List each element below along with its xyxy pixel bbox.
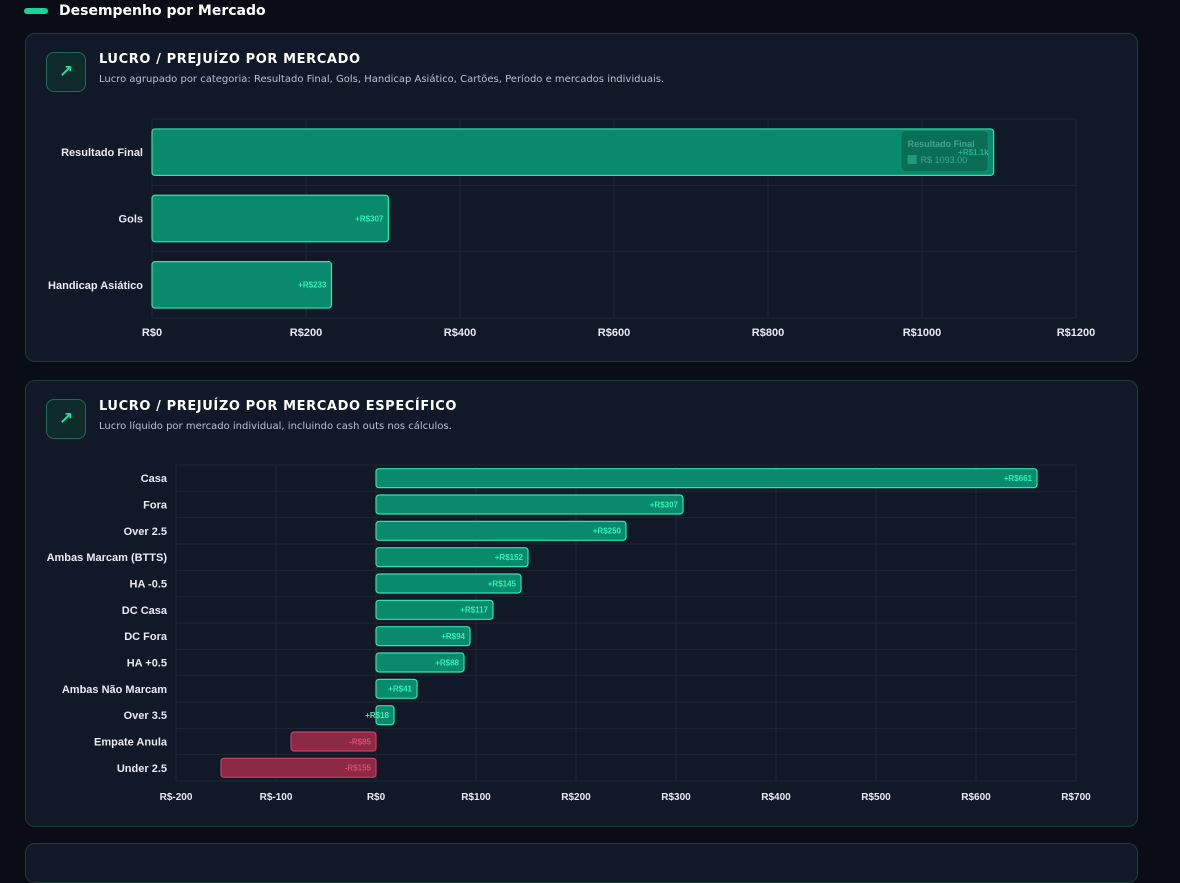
data-label: +R$233	[298, 281, 327, 290]
category-label: Handicap Asiático	[48, 280, 143, 292]
next-card-partial	[25, 843, 1138, 883]
bar-fora	[375, 494, 684, 515]
specific-market-profit-card: ↗ LUCRO / PREJUÍZO POR MERCADO ESPECÍFIC…	[25, 380, 1138, 827]
section-header: Desempenho por Mercado	[24, 0, 266, 22]
data-label: +R$307	[355, 214, 384, 223]
card-title: LUCRO / PREJUÍZO POR MERCADO ESPECÍFICO	[99, 399, 458, 414]
section-title: Desempenho por Mercado	[59, 3, 266, 19]
category-label: Empate Anula	[94, 737, 168, 749]
tick-label: R$-100	[260, 792, 293, 803]
tick-label: R$200	[290, 327, 322, 339]
card-title: LUCRO / PREJUÍZO POR MERCADO	[99, 52, 361, 67]
chart-tooltip: Resultado Final R$ 1093.00	[901, 131, 988, 171]
data-label: +R$117	[460, 606, 488, 615]
tick-label: R$400	[444, 327, 476, 339]
specific-market-profit-chart[interactable]: +R$661 Casa +R$307 Fora +R$250 Over 2.5 +R$152…	[26, 381, 1137, 826]
card-subtitle: Lucro agrupado por categoria: Resultado …	[99, 74, 665, 85]
category-label: Over 2.5	[124, 526, 167, 538]
tick-label: R$500	[861, 792, 891, 803]
tick-label: R$600	[961, 792, 991, 803]
bar-over-3-5	[375, 705, 395, 726]
bar-empate-anula	[290, 731, 377, 752]
bar-dc-fora	[375, 626, 471, 647]
tick-label: R$600	[598, 327, 630, 339]
tooltip-box	[901, 131, 988, 171]
bar-over-2-5	[375, 520, 627, 541]
bar-dc-casa	[375, 599, 494, 620]
bar-ha-0-5	[375, 652, 465, 673]
tick-label: R$300	[661, 792, 691, 803]
tick-label: R$100	[461, 792, 491, 803]
category-label: HA +0.5	[127, 658, 167, 670]
tick-label: R$800	[752, 327, 784, 339]
category-label: Ambas Marcam (BTTS)	[47, 552, 168, 564]
trend-up-icon: ↗	[46, 399, 86, 439]
data-label: +R$94	[441, 632, 465, 641]
category-label: Ambas Não Marcam	[62, 684, 167, 696]
data-label: +R$661	[1004, 474, 1033, 483]
category-label: Under 2.5	[117, 763, 167, 775]
data-label: +R$152	[495, 553, 524, 562]
data-label: +R$307	[650, 500, 679, 509]
tick-label: R$700	[1061, 792, 1091, 803]
section-accent-bar	[24, 8, 48, 14]
category-label: HA -0.5	[130, 579, 168, 591]
category-label: DC Casa	[122, 605, 168, 617]
data-label: -R$85	[349, 737, 371, 746]
tick-label: R$0	[142, 327, 162, 339]
category-label: Over 3.5	[124, 710, 167, 722]
data-label: -R$155	[345, 764, 372, 773]
bar-resultado-final	[151, 128, 995, 176]
bar-casa	[375, 468, 1038, 489]
category-label: Resultado Final	[61, 147, 143, 159]
data-label: +R$41	[388, 685, 412, 694]
tooltip-swatch	[907, 155, 917, 164]
tick-label: R$0	[367, 792, 386, 803]
category-label: DC Fora	[124, 631, 168, 643]
card-subtitle: Lucro líquido por mercado individual, in…	[99, 421, 452, 432]
data-label: +R$250	[593, 527, 622, 536]
data-label: +R$18	[365, 711, 389, 720]
bar-ha-0-5	[375, 573, 522, 594]
market-profit-chart[interactable]: +R$1.1kResultado Final+R$307Gols+R$233Ha…	[26, 34, 1137, 361]
data-label: +R$88	[435, 658, 459, 667]
data-label: +R$145	[488, 579, 517, 588]
category-label: Fora	[143, 500, 168, 512]
tick-label: R$1000	[903, 327, 942, 339]
bar-ambas-n-o-marcam	[375, 678, 418, 699]
bar-under-2-5	[220, 757, 377, 778]
market-profit-card: ↗ LUCRO / PREJUÍZO POR MERCADO Lucro agr…	[25, 33, 1138, 362]
bar-ambas-marcam-btts-	[375, 547, 529, 568]
category-label: Casa	[141, 473, 168, 485]
tick-label: R$200	[561, 792, 591, 803]
bar-gols	[151, 194, 389, 243]
tooltip-value: R$ 1093.00	[921, 155, 968, 165]
trend-up-icon: ↗	[46, 52, 86, 92]
tick-label: R$400	[761, 792, 791, 803]
tooltip-title: Resultado Final	[908, 139, 975, 149]
category-label: Gols	[119, 214, 143, 226]
data-label: +R$1.1k	[958, 148, 989, 157]
bar-handicap-asi-tico	[151, 261, 333, 309]
tick-label: R$-200	[160, 792, 193, 803]
tick-label: R$1200	[1057, 327, 1096, 339]
